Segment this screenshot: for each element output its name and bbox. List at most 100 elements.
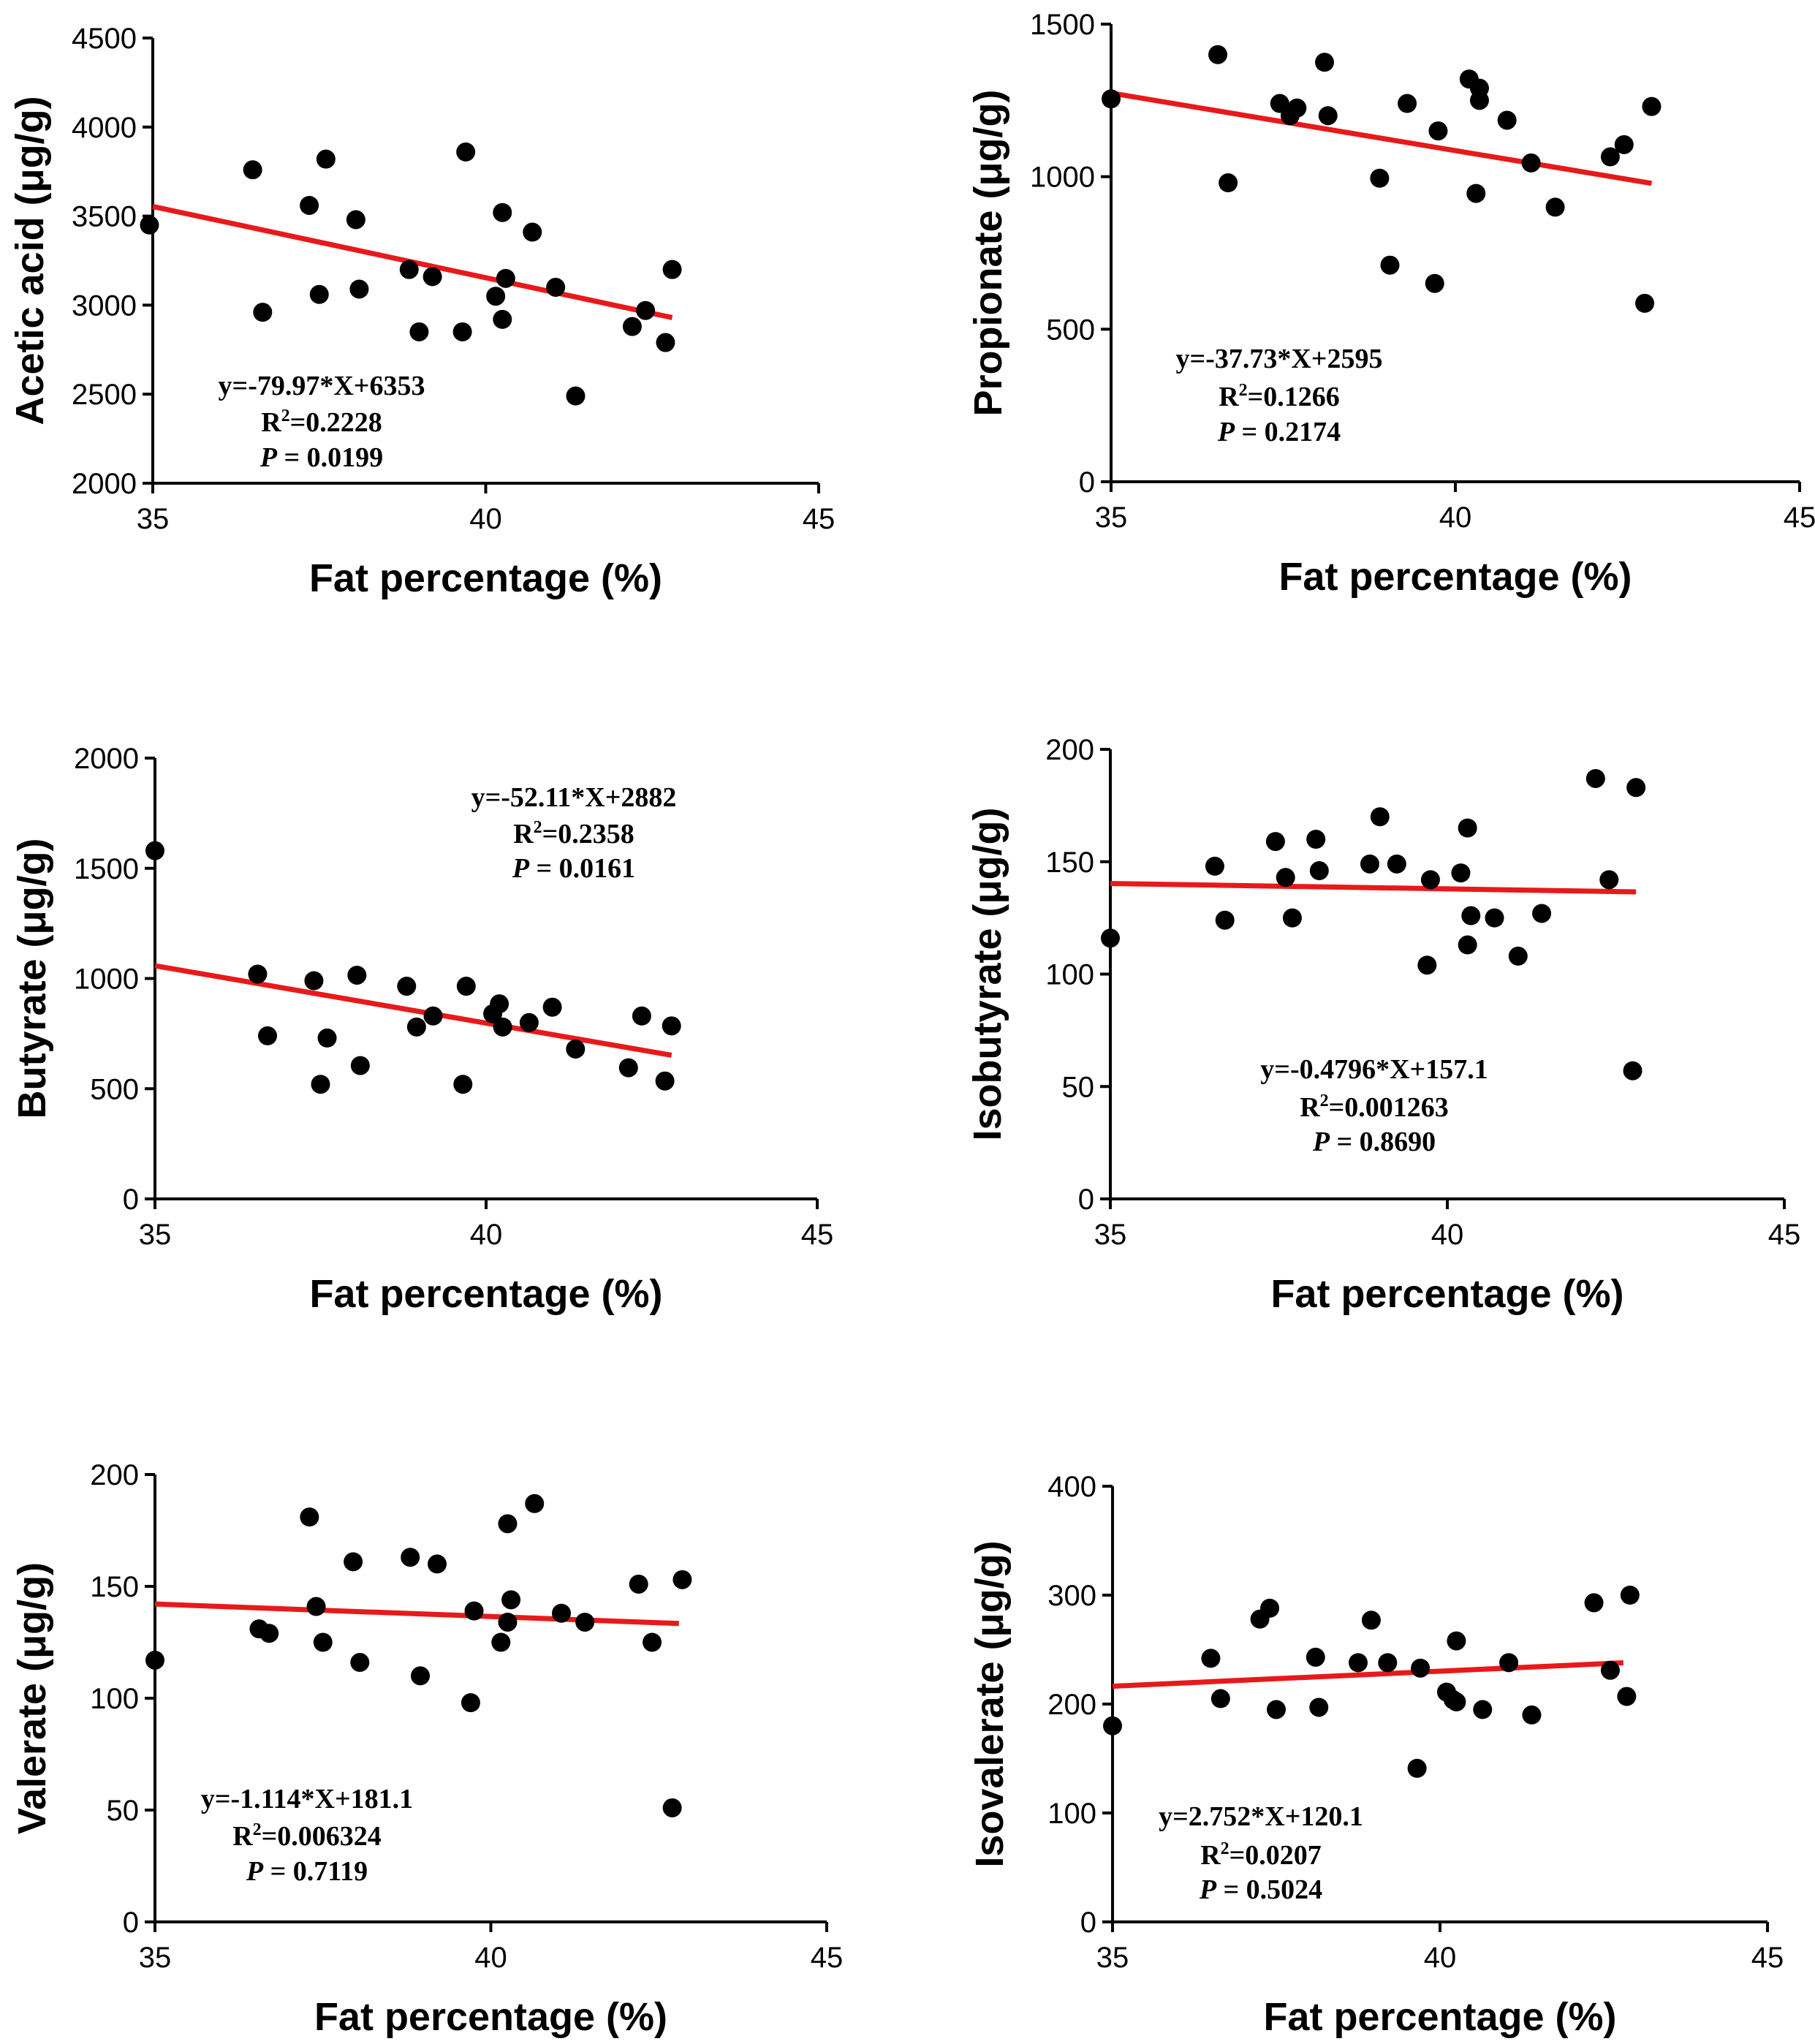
data-point [452, 322, 472, 341]
data-point [1447, 1631, 1466, 1651]
data-point [1370, 807, 1390, 827]
y-axis-title: Propionate (μg/g) [966, 89, 1010, 416]
data-point [145, 1650, 164, 1670]
regression-equation: y=-37.73*X+2595 [1176, 344, 1383, 374]
data-point [397, 977, 417, 996]
data-point [632, 1006, 651, 1026]
y-tick-label: 150 [90, 1571, 139, 1603]
y-tick-label: 4500 [72, 23, 137, 55]
data-point [1584, 1593, 1604, 1613]
data-point [1451, 863, 1471, 883]
y-tick-label: 1000 [74, 964, 139, 996]
data-point [243, 160, 262, 180]
r-squared-label: R2=0.1266 [1219, 381, 1340, 412]
x-tick-label: 45 [801, 1219, 834, 1251]
x-tick-label: 45 [803, 503, 835, 535]
data-point [248, 964, 268, 984]
data-point [423, 267, 442, 287]
x-tick-label: 40 [1424, 1942, 1457, 1974]
data-point [662, 1016, 681, 1036]
data-point [423, 1006, 443, 1026]
data-point [1260, 1598, 1280, 1618]
p-value: = 0.8690 [1330, 1127, 1436, 1157]
data-point [304, 971, 324, 991]
r-symbol: R [1300, 1092, 1320, 1123]
data-point [1600, 147, 1620, 167]
r-symbol: R [1200, 1840, 1221, 1871]
data-point [316, 149, 336, 169]
data-point [662, 1798, 682, 1817]
data-point [566, 1039, 586, 1059]
p-value-label: P = 0.2174 [1217, 417, 1341, 447]
data-point [496, 268, 515, 288]
data-point [300, 1507, 319, 1527]
data-point [486, 287, 506, 306]
data-point [1599, 870, 1619, 890]
data-point [317, 1028, 337, 1048]
data-point [575, 1612, 595, 1632]
y-tick-label: 100 [1047, 1798, 1096, 1830]
x-tick-label: 35 [1094, 1219, 1127, 1251]
r-symbol: R [1219, 382, 1239, 412]
data-point [1101, 928, 1120, 948]
data-point [1407, 1758, 1427, 1778]
data-point [1469, 78, 1489, 98]
p-value: = 0.5024 [1216, 1874, 1322, 1905]
data-point [346, 210, 365, 230]
regression-equation: y=-0.4796*X+157.1 [1260, 1054, 1488, 1085]
data-point [1361, 1610, 1381, 1630]
y-axis-title: Valerate (μg/g) [10, 1562, 54, 1834]
x-tick-label: 35 [1095, 501, 1128, 534]
x-tick-label: 45 [1768, 1219, 1801, 1251]
regression-line [1110, 881, 1637, 895]
x-axis-title: Fat percentage (%) [309, 556, 662, 600]
r-superscript: 2 [253, 1820, 262, 1839]
data-point [643, 1632, 662, 1652]
data-point [313, 1632, 333, 1652]
data-point [461, 1693, 480, 1713]
p-value: = 0.7119 [263, 1856, 368, 1887]
data-point [1623, 1061, 1642, 1080]
data-point [1585, 768, 1605, 788]
y-tick-label: 100 [1045, 959, 1094, 991]
data-point [662, 260, 682, 279]
y-axis-title: Butyrate (μg/g) [10, 838, 54, 1118]
regression-line [1110, 90, 1653, 186]
data-point [525, 1494, 545, 1513]
x-tick-label: 35 [1096, 1942, 1129, 1974]
p-value-label: P = 0.0199 [259, 442, 383, 473]
data-point [140, 215, 159, 235]
y-tick-label: 200 [90, 1459, 139, 1491]
data-point [1103, 1716, 1122, 1735]
data-point [519, 1012, 539, 1032]
x-axis-title: Fat percentage (%) [309, 1272, 662, 1316]
data-point [672, 1570, 692, 1589]
data-point [259, 1624, 279, 1643]
x-tick-label: 40 [1431, 1219, 1464, 1251]
data-point [1521, 153, 1541, 173]
data-point [1425, 273, 1444, 293]
data-point [456, 142, 476, 162]
data-point [1276, 868, 1295, 887]
data-point [1461, 906, 1481, 926]
data-point [258, 1026, 278, 1045]
data-point [306, 1597, 326, 1616]
data-point [311, 1075, 330, 1094]
y-tick-label: 2000 [72, 468, 137, 500]
data-point [1458, 818, 1477, 838]
x-tick-label: 35 [139, 1942, 172, 1974]
data-point [1380, 255, 1400, 275]
r-symbol: R [232, 1821, 253, 1852]
data-point [1267, 1700, 1286, 1719]
x-tick-label: 35 [137, 503, 170, 535]
p-value: = 0.0161 [529, 853, 635, 884]
chart-panel-4: 0 50 100 150 200 35 40 45 Fat percentage (%) Isob… [966, 734, 1800, 1316]
data-point [1458, 935, 1477, 955]
y-tick-label: 4000 [72, 112, 137, 144]
data-point [1428, 121, 1448, 141]
y-tick-label: 400 [1047, 1471, 1096, 1503]
y-tick-label: 0 [123, 1907, 139, 1939]
data-point [1219, 173, 1238, 193]
p-value-label: P = 0.8690 [1312, 1127, 1436, 1157]
data-point [493, 202, 512, 222]
